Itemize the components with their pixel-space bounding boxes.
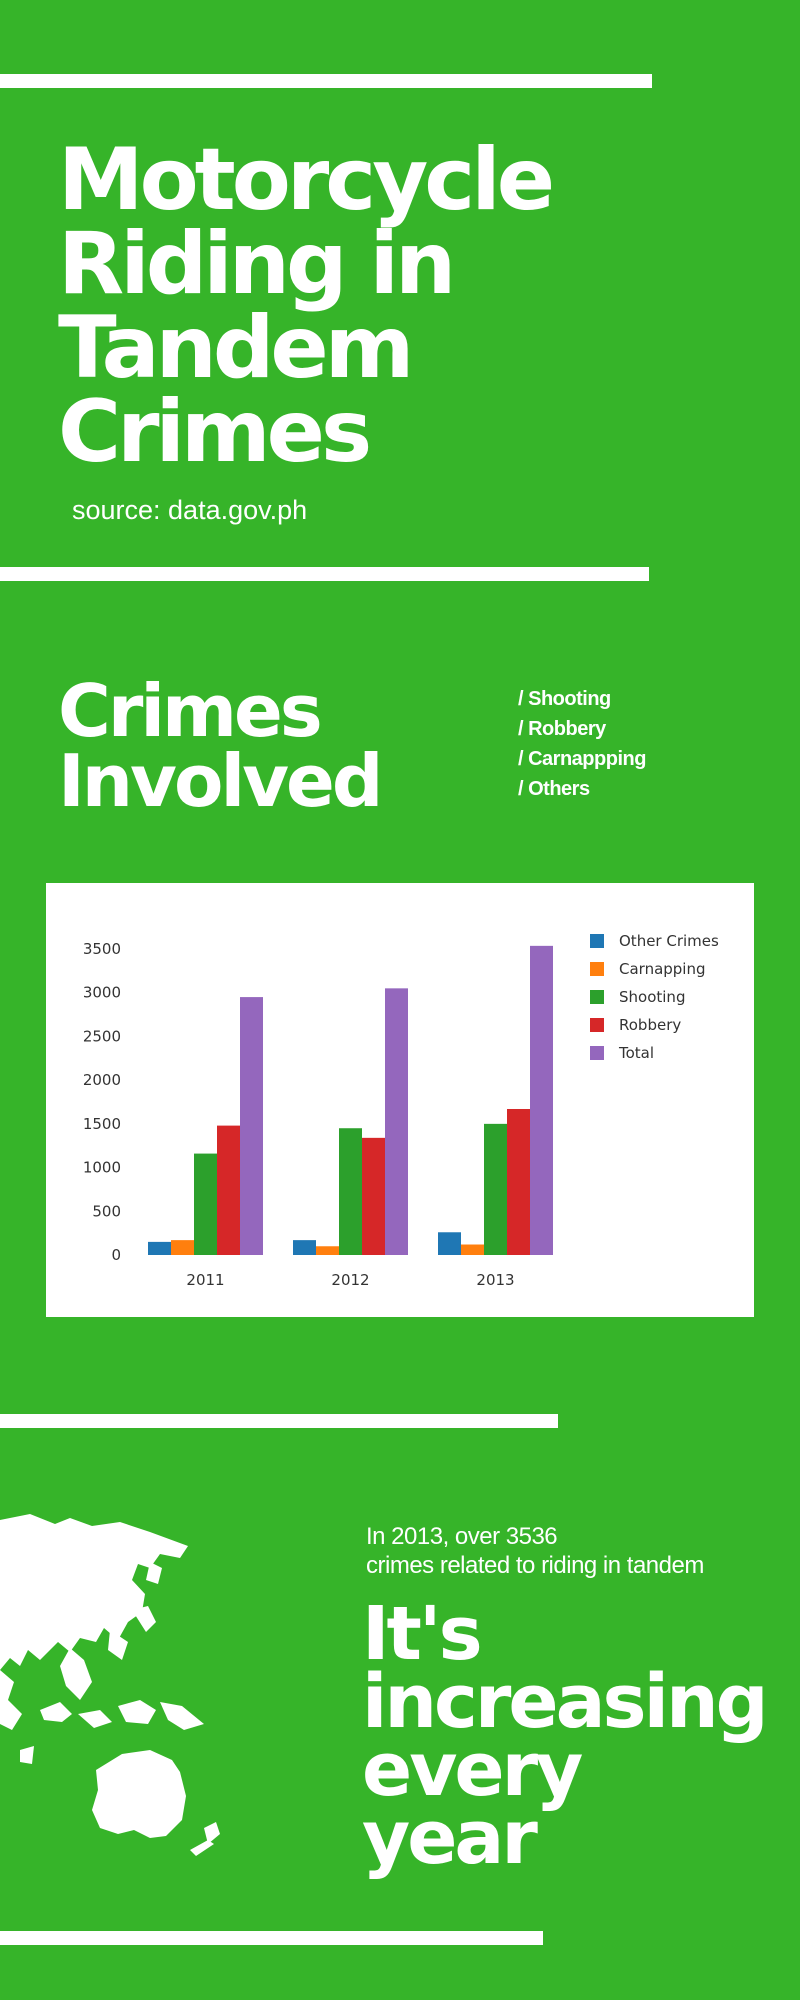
stat-text: In 2013, over 3536 crimes related to rid…: [366, 1522, 704, 1580]
bar-carnapping: [461, 1244, 484, 1255]
crime-type-item: / Robbery: [518, 718, 606, 740]
bar-robbery: [362, 1137, 385, 1255]
source-credit: source: data.gov.ph: [72, 495, 308, 525]
crimes-heading-line: Crimes: [58, 669, 323, 753]
asia-oceania-map-icon-graphic: [0, 1514, 220, 1856]
bar-other-crimes: [438, 1232, 461, 1255]
title-line: Crimes: [58, 382, 372, 482]
legend-swatch: [590, 1046, 604, 1060]
y-tick-label: 0: [111, 1246, 121, 1264]
stat-line: In 2013, over 3536: [366, 1523, 558, 1550]
y-tick-label: 2000: [83, 1071, 121, 1089]
x-tick-label: 2013: [476, 1271, 514, 1289]
asia-oceania-map-icon: [0, 1510, 240, 1875]
headline-line: It's: [362, 1591, 483, 1677]
headline-line: year: [362, 1795, 538, 1881]
y-tick-label: 1000: [83, 1159, 121, 1177]
bar-chart: 0 500 1000 1500 2000 2500 3000 3500 2011 2012 2013…: [83, 932, 719, 1289]
headline-line: every: [362, 1727, 583, 1813]
legend-label: Shooting: [619, 988, 685, 1006]
y-tick-label: 2500: [83, 1027, 121, 1045]
bar-shooting: [484, 1123, 507, 1255]
title-line: Tandem: [58, 298, 414, 398]
divider-top: [0, 74, 652, 88]
legend-label: Other Crimes: [619, 932, 719, 950]
legend-swatch: [590, 1018, 604, 1032]
bar-other-crimes: [293, 1240, 316, 1255]
bar-total: [240, 997, 263, 1255]
bar-total: [530, 945, 553, 1255]
legend-label: Carnapping: [619, 960, 706, 978]
crimes-heading: Crimes Involved: [58, 669, 383, 823]
bar-robbery: [507, 1108, 530, 1255]
y-tick-label: 500: [92, 1202, 121, 1220]
title-line: Motorcycle: [58, 130, 555, 230]
legend-label: Robbery: [619, 1016, 681, 1034]
bar-robbery: [217, 1125, 240, 1255]
bar-total: [385, 988, 408, 1255]
title-line: Riding in: [58, 214, 456, 314]
legend-swatch: [590, 990, 604, 1004]
bar-other-crimes: [148, 1241, 171, 1255]
y-tick-label: 3500: [83, 940, 121, 958]
crime-type-item: / Others: [518, 778, 590, 800]
page-title: Motorcycle Riding in Tandem Crimes: [58, 130, 555, 482]
legend-label: Total: [618, 1044, 654, 1062]
x-tick-label: 2012: [331, 1271, 369, 1289]
bar-chart-card: 0 500 1000 1500 2000 2500 3000 3500 2011 2012 2013…: [46, 883, 754, 1317]
x-tick-label: 2011: [186, 1271, 224, 1289]
crime-type-item: / Carnappping: [518, 748, 646, 770]
bar-carnapping: [316, 1246, 339, 1255]
headline-line: increasing: [362, 1659, 769, 1745]
bar-shooting: [339, 1128, 362, 1255]
divider-header: [0, 567, 649, 581]
crimes-heading-line: Involved: [58, 739, 383, 823]
legend-swatch: [590, 934, 604, 948]
bar-carnapping: [171, 1240, 194, 1255]
legend-swatch: [590, 962, 604, 976]
y-tick-label: 1500: [83, 1115, 121, 1133]
bar-shooting: [194, 1153, 217, 1255]
crime-type-item: / Shooting: [518, 688, 611, 710]
stat-line: crimes related to riding in tandem: [366, 1552, 704, 1579]
divider-bottom: [0, 1931, 543, 1945]
closing-headline: It's increasing every year: [362, 1591, 769, 1881]
divider-chart: [0, 1414, 558, 1428]
crime-type-list: / Shooting / Robbery / Carnappping / Oth…: [518, 684, 646, 804]
y-tick-label: 3000: [83, 984, 121, 1002]
